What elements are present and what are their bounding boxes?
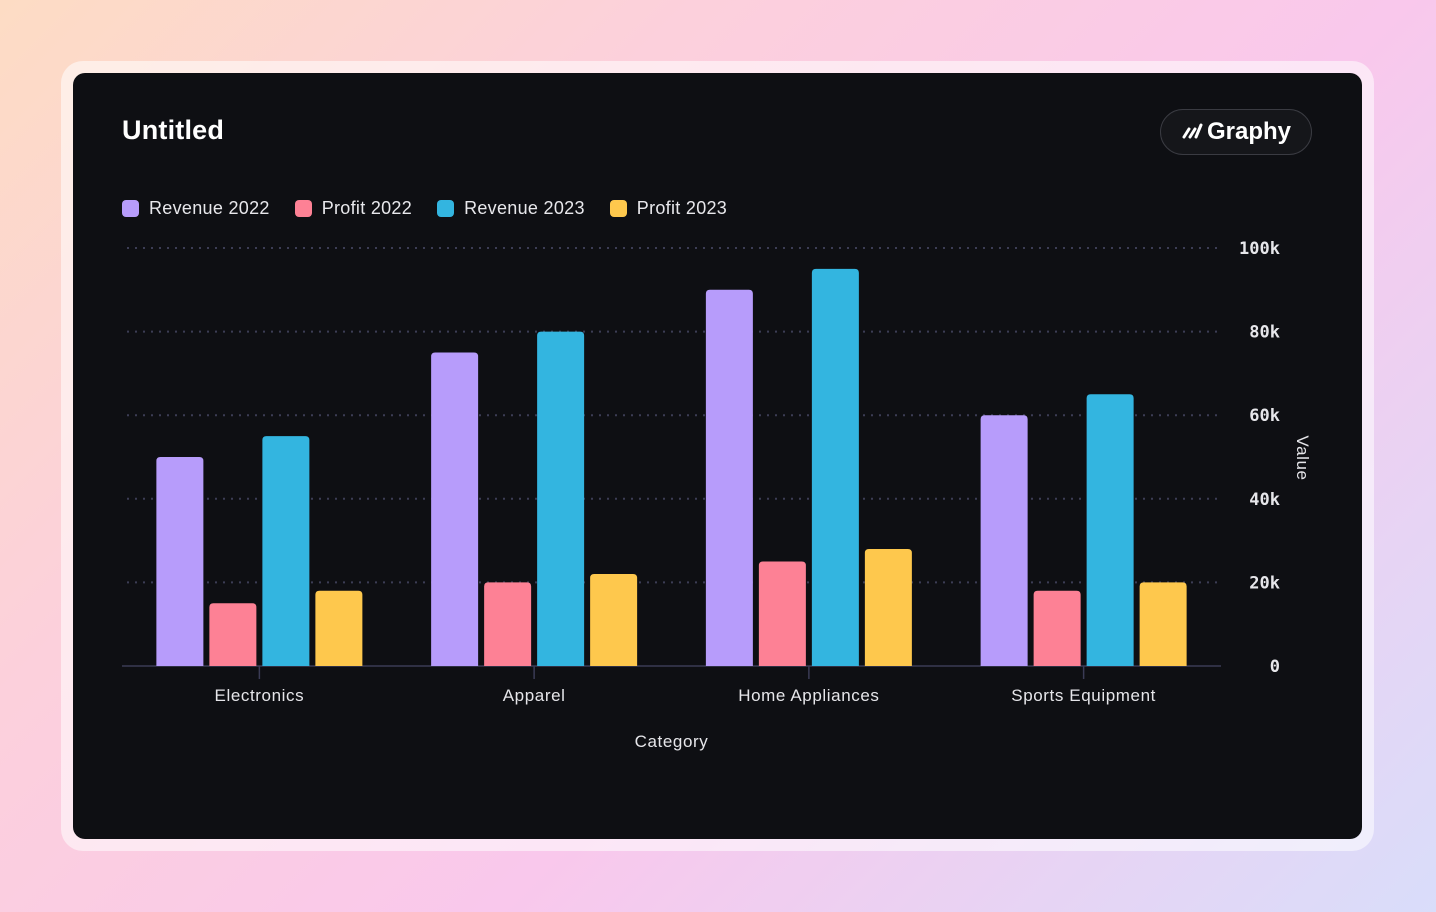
x-tick-label: Home Appliances [738, 686, 879, 705]
bar-revenue-2023 [537, 331, 585, 666]
legend-item[interactable]: Profit 2023 [609, 198, 728, 219]
y-tick-label: 60k [1249, 406, 1280, 426]
y-tick-label: 80k [1249, 323, 1280, 343]
y-tick-label: 40k [1249, 490, 1280, 510]
brand-name: Graphy [1206, 118, 1292, 145]
bar-revenue-2023 [811, 268, 859, 666]
x-tick-label: Electronics [215, 686, 305, 705]
bar-revenue-2022 [980, 415, 1028, 666]
y-tick-label: 0 [1270, 657, 1280, 677]
legend-swatch [437, 200, 455, 217]
x-tick-label: Sports Equipment [1011, 686, 1156, 705]
legend-label: Profit 2022 [321, 198, 413, 218]
bar-chart: 0 20k 40k 60k 80k 100k Electronics Apparel Home … [122, 239, 1312, 751]
y-tick-label: 20k [1249, 573, 1280, 593]
legend-label: Revenue 2023 [464, 198, 585, 218]
chart-title: Untitled [122, 115, 225, 145]
legend-swatch [122, 200, 139, 217]
x-axis-title: Category [635, 732, 709, 751]
graphy-brand-badge[interactable]: Graphy [1160, 109, 1312, 155]
bar-profit-2022 [484, 582, 532, 666]
chart-card: Untitled Graphy Revenue 2022 Profit 2022 R… [73, 73, 1362, 839]
legend-item[interactable]: Revenue 2023 [437, 198, 585, 219]
graphy-logo-icon [1181, 122, 1203, 142]
bar-revenue-2022 [705, 289, 753, 666]
legend-item[interactable]: Profit 2022 [294, 198, 413, 219]
bar-profit-2023 [864, 548, 912, 666]
bar-profit-2022 [209, 603, 257, 666]
bar-profit-2023 [315, 590, 363, 666]
legend-label: Profit 2023 [636, 198, 728, 218]
bar-revenue-2023 [262, 436, 310, 666]
bar-profit-2023 [590, 574, 638, 666]
bar-profit-2023 [1139, 582, 1187, 666]
y-tick-label: 100k [1239, 239, 1280, 259]
chart-legend: Revenue 2022 Profit 2022 Revenue 2023 Profi… [122, 198, 727, 219]
legend-swatch [609, 200, 627, 217]
legend-swatch [294, 200, 312, 217]
y-axis-title: Value [1293, 435, 1312, 480]
bar-profit-2022 [1033, 590, 1081, 666]
legend-item[interactable]: Revenue 2022 [122, 198, 270, 219]
bar-revenue-2022 [156, 457, 204, 666]
legend-label: Revenue 2022 [149, 198, 270, 218]
bar-profit-2022 [758, 561, 806, 666]
x-tick-label: Apparel [503, 686, 566, 705]
bar-revenue-2023 [1086, 394, 1134, 666]
bar-revenue-2022 [431, 352, 479, 666]
